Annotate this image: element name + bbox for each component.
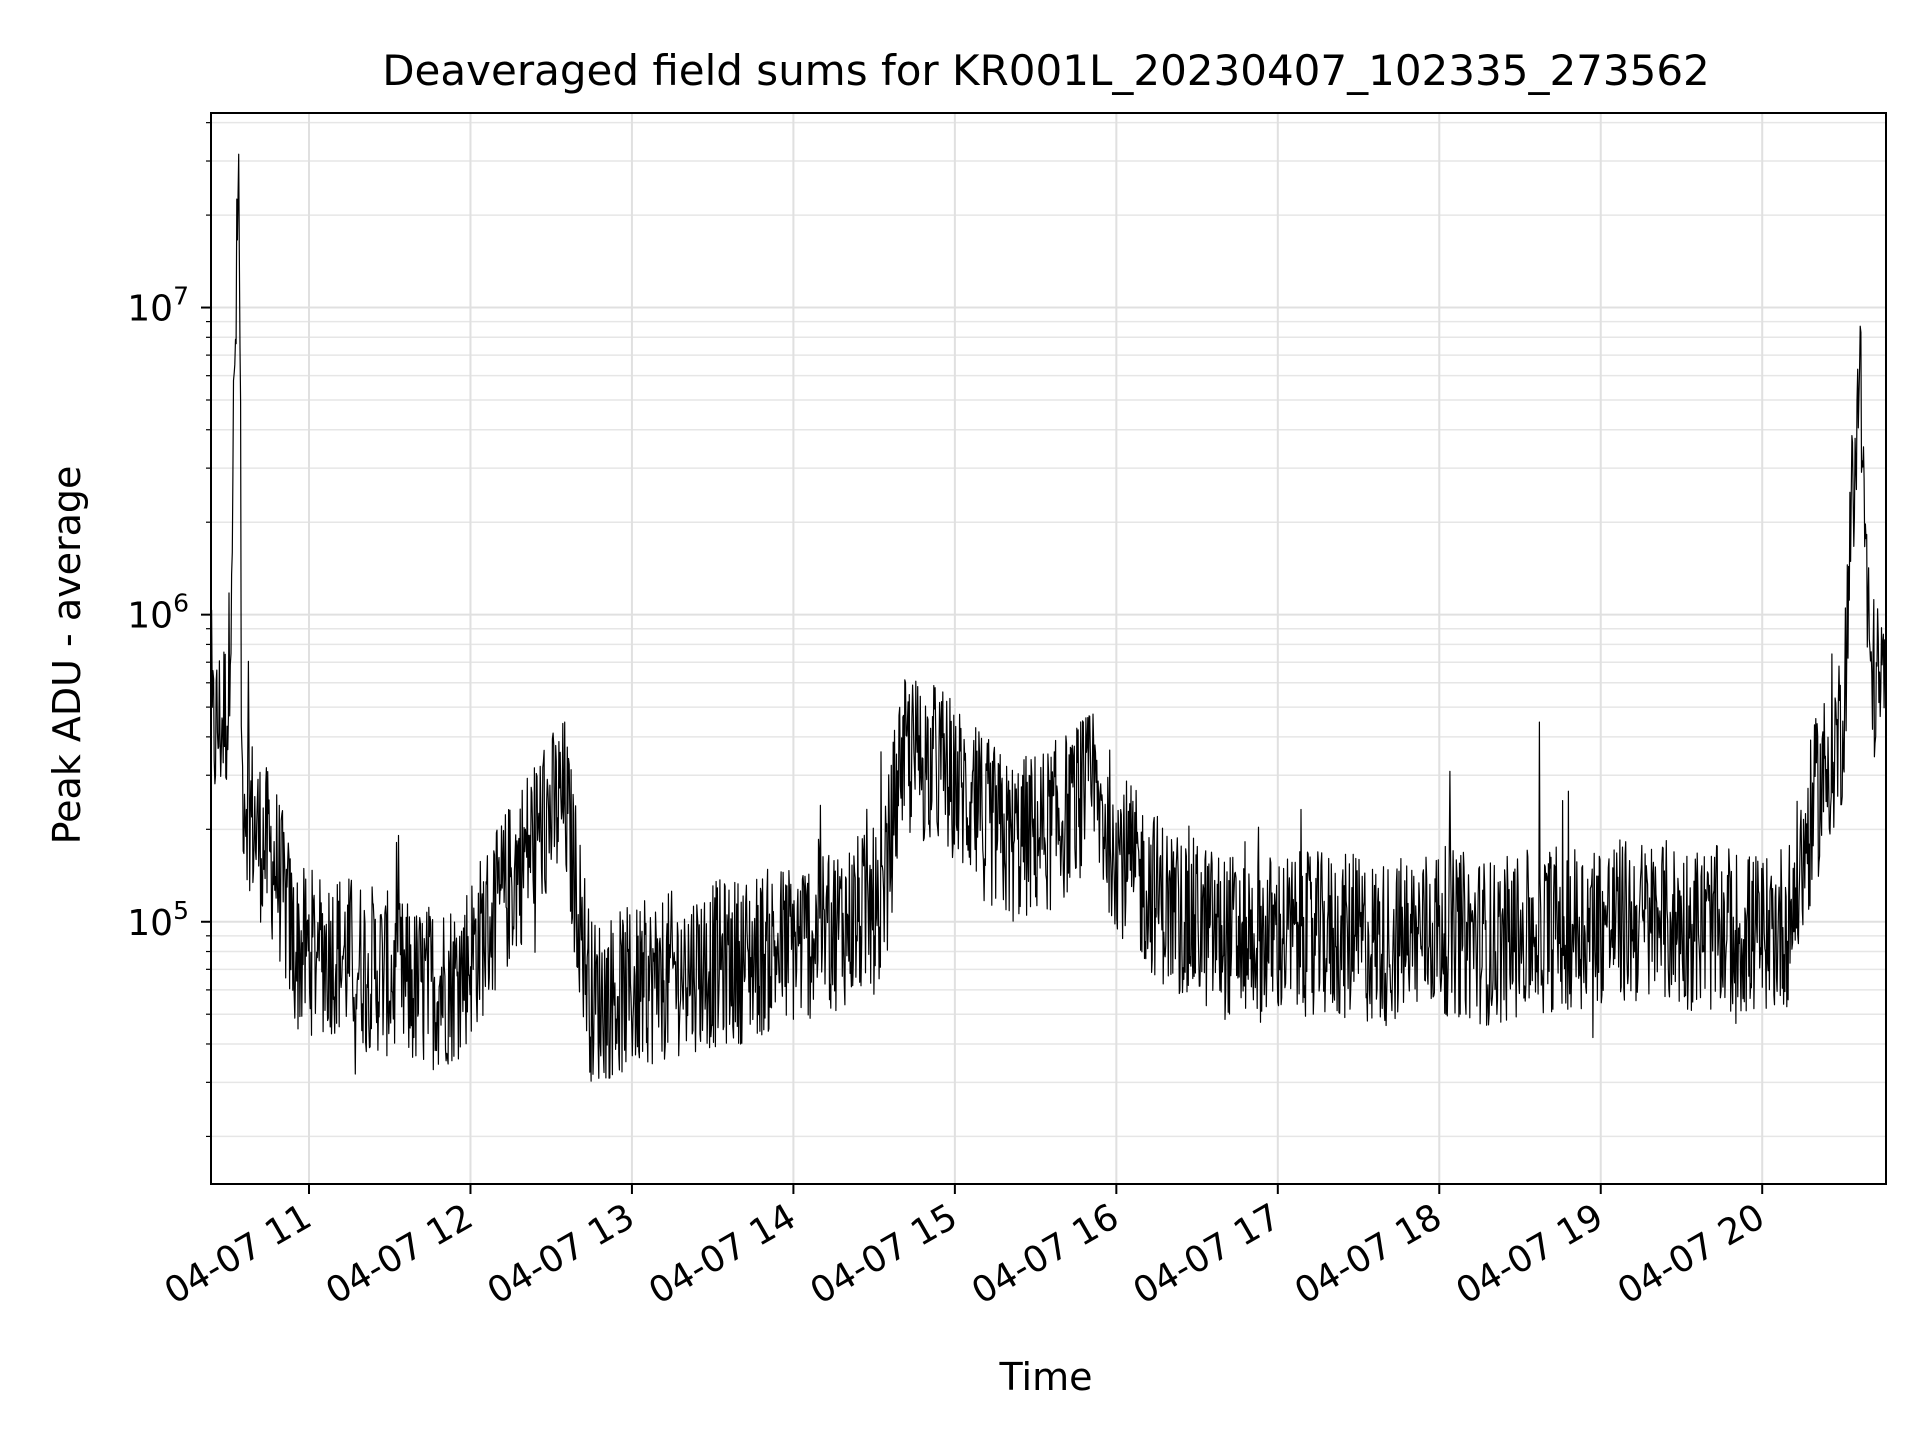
y-tick-label: 106 [127,589,189,637]
y-axis-label: Peak ADU - average [45,466,89,845]
y-tick-label: 105 [127,896,189,944]
plot-area-frame [210,112,1887,1185]
chart-title: Deaveraged field sums for KR001L_2023040… [382,46,1710,95]
y-tick-label: 107 [127,282,189,330]
series-line [210,153,1887,1082]
data-series [210,153,1887,1082]
x-axis-label: Time [999,1355,1093,1399]
